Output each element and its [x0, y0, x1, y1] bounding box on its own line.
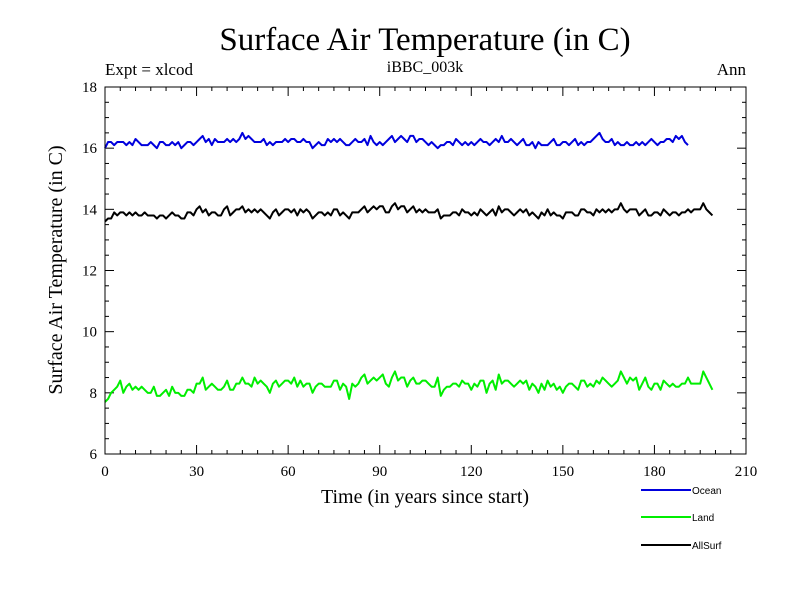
x-tick-label: 30 — [189, 464, 204, 480]
y-tick-label: 14 — [82, 202, 98, 218]
y-tick-label: 18 — [82, 80, 97, 96]
series-line-allsurf — [104, 202, 714, 223]
series-line-ocean — [104, 131, 689, 150]
experiment-label: Expt = xlcod — [105, 60, 193, 79]
legend-label-land: Land — [692, 513, 714, 524]
plot-frame — [104, 86, 747, 455]
legend-label-ocean: Ocean — [692, 486, 721, 497]
x-tick-label: 210 — [735, 464, 758, 480]
legend: Ocean Land AllSurf — [641, 486, 722, 552]
series-line-land — [104, 370, 714, 403]
y-tick-label: 16 — [82, 141, 98, 157]
legend-label-allsurf: AllSurf — [692, 541, 722, 552]
y-tick-label: 8 — [90, 386, 98, 402]
chart-title: Surface Air Temperature (in C) — [219, 22, 630, 58]
x-tick-label: 150 — [552, 464, 575, 480]
y-tick-label: 10 — [82, 325, 97, 341]
x-tick-label: 180 — [643, 464, 666, 480]
series-lines — [104, 131, 714, 403]
y-tick-label: 12 — [82, 264, 97, 280]
x-axis-label: Time (in years since start) — [321, 486, 529, 508]
season-label: Ann — [717, 60, 747, 79]
axis-ticks — [104, 86, 747, 455]
y-tick-label: 6 — [90, 447, 98, 463]
chart-subtitle: iBBC_003k — [387, 59, 463, 76]
x-tick-label: 0 — [101, 464, 109, 480]
x-tick-label: 60 — [281, 464, 296, 480]
y-axis-label: Surface Air Temperature (in C) — [45, 145, 67, 394]
x-tick-label: 90 — [372, 464, 387, 480]
x-tick-label: 120 — [460, 464, 483, 480]
